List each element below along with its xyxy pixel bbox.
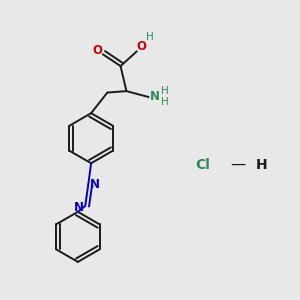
Text: H: H — [146, 32, 154, 42]
Text: Cl: Cl — [196, 158, 210, 172]
Text: —: — — [231, 157, 246, 172]
Text: O: O — [93, 44, 103, 57]
Text: H: H — [161, 97, 169, 107]
Text: N: N — [74, 201, 84, 214]
Text: H: H — [161, 85, 169, 95]
Text: O: O — [136, 40, 146, 53]
Text: H: H — [256, 158, 268, 172]
Text: N: N — [150, 90, 160, 103]
Text: N: N — [90, 178, 100, 191]
